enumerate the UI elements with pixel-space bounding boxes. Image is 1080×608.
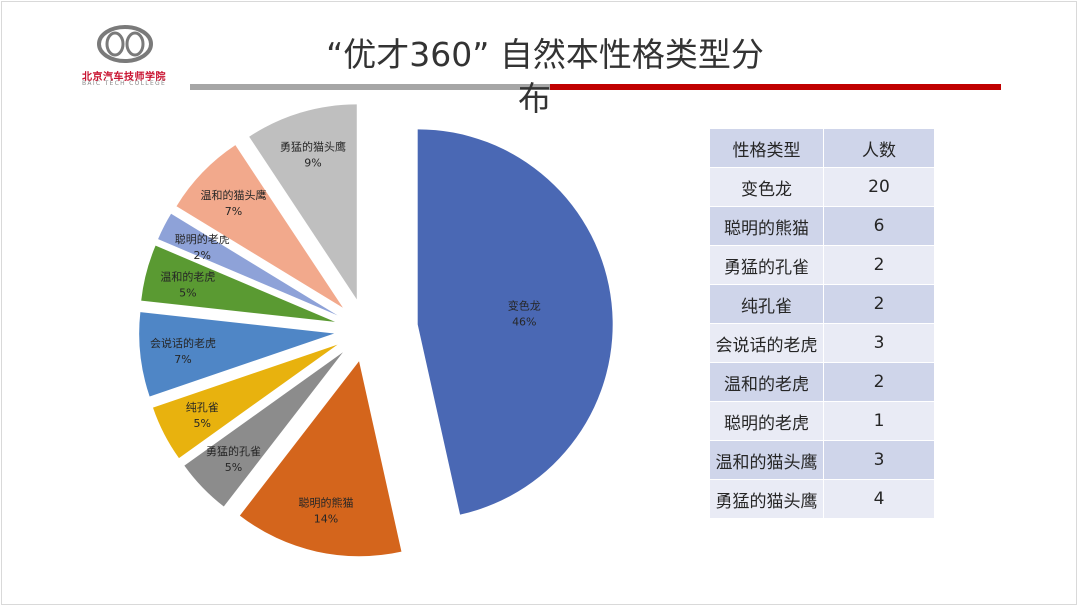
slice-label: 温和的老虎 (160, 269, 215, 283)
table-cell-type: 温和的猫头鹰 (710, 440, 824, 480)
table-cell-type: 聪明的熊猫 (710, 206, 824, 246)
table-cell-type: 会说话的老虎 (710, 323, 824, 363)
table-cell-count: 2 (823, 284, 935, 324)
pie-slice (176, 145, 343, 308)
table-row: 温和的老虎 2 (710, 362, 935, 402)
table-cell-count: 4 (823, 479, 935, 519)
slice-percent-label: 46% (512, 316, 536, 329)
slice-label: 聪明的熊猫 (298, 496, 353, 510)
table-cell-count: 6 (823, 206, 935, 246)
title-rule-grey (190, 84, 600, 90)
college-logo-icon (97, 25, 153, 63)
slice-label: 纯孔雀 (186, 401, 219, 414)
logo-text: 北京汽车技师学院 (82, 72, 166, 83)
table-cell-type: 勇猛的猫头鹰 (710, 479, 824, 519)
slice-label: 会说话的老虎 (150, 336, 216, 350)
table-cell-type: 勇猛的孔雀 (710, 245, 824, 285)
table-row: 温和的猫头鹰 3 (710, 440, 935, 480)
page-title-overflow: 布 (518, 79, 551, 118)
title-rule-red (550, 84, 1001, 90)
slice-label: 勇猛的猫头鹰 (280, 140, 346, 154)
slice-percent-label: 14% (314, 513, 338, 526)
slice-label: 变色龙 (508, 299, 541, 313)
table-cell-type: 聪明的老虎 (710, 401, 824, 441)
table-row: 勇猛的孔雀 2 (710, 245, 935, 285)
slice-label: 温和的猫头鹰 (200, 188, 266, 202)
pie-slice (184, 352, 343, 507)
table-row: 会说话的老虎 3 (710, 323, 935, 363)
pie-chart: 变色龙 46% 聪明的熊猫 14% 勇猛的孔雀 5% 纯孔雀 5% 会说话的老虎 7% 温和的老虎 5… (139, 104, 613, 557)
table-row: 变色龙 20 (710, 167, 935, 207)
pie-slice (417, 129, 613, 515)
pie-slice (139, 312, 335, 397)
table-cell-type: 纯孔雀 (710, 284, 824, 324)
table-header-row: 性格类型 人数 (710, 129, 935, 168)
table-cell-type: 变色龙 (710, 167, 824, 207)
pie-slice (141, 245, 336, 322)
table-row: 纯孔雀 2 (710, 284, 935, 324)
slice-percent-label: 9% (304, 157, 321, 170)
table-row: 聪明的老虎 1 (710, 401, 935, 441)
table-header-type: 性格类型 (710, 129, 824, 168)
slice-label: 聪明的老虎 (175, 232, 230, 246)
table-header-count: 人数 (823, 129, 935, 168)
table-cell-count: 20 (823, 167, 935, 207)
logo-subtext: BAIC TECH COLLEGE (82, 80, 167, 87)
slice-percent-label: 7% (225, 205, 242, 218)
slice-percent-label: 5% (179, 286, 196, 299)
table-cell-count: 2 (823, 245, 935, 285)
slice-percent-label: 2% (194, 249, 211, 262)
table-cell-count: 1 (823, 401, 935, 441)
slice-percent-label: 5% (225, 461, 242, 474)
table-row: 勇猛的猫头鹰 4 (710, 479, 935, 519)
table-cell-count: 2 (823, 362, 935, 402)
table-cell-type: 温和的老虎 (710, 362, 824, 402)
table-cell-count: 3 (823, 323, 935, 363)
pie-slice (249, 104, 357, 300)
pie-slice (158, 213, 338, 316)
type-count-table: 性格类型 人数 变色龙 20 聪明的熊猫 6 勇猛的孔雀 2 纯孔雀 2 会说话… (710, 129, 935, 519)
slice-percent-label: 7% (174, 353, 191, 366)
slice-label: 勇猛的孔雀 (206, 444, 261, 458)
table-row: 聪明的熊猫 6 (710, 206, 935, 246)
pie-slice (239, 361, 402, 557)
page-title: “优才360” 自然本性格类型分 (326, 35, 764, 74)
slice-percent-label: 5% (194, 417, 211, 430)
pie-slice (152, 344, 338, 459)
table-cell-count: 3 (823, 440, 935, 480)
